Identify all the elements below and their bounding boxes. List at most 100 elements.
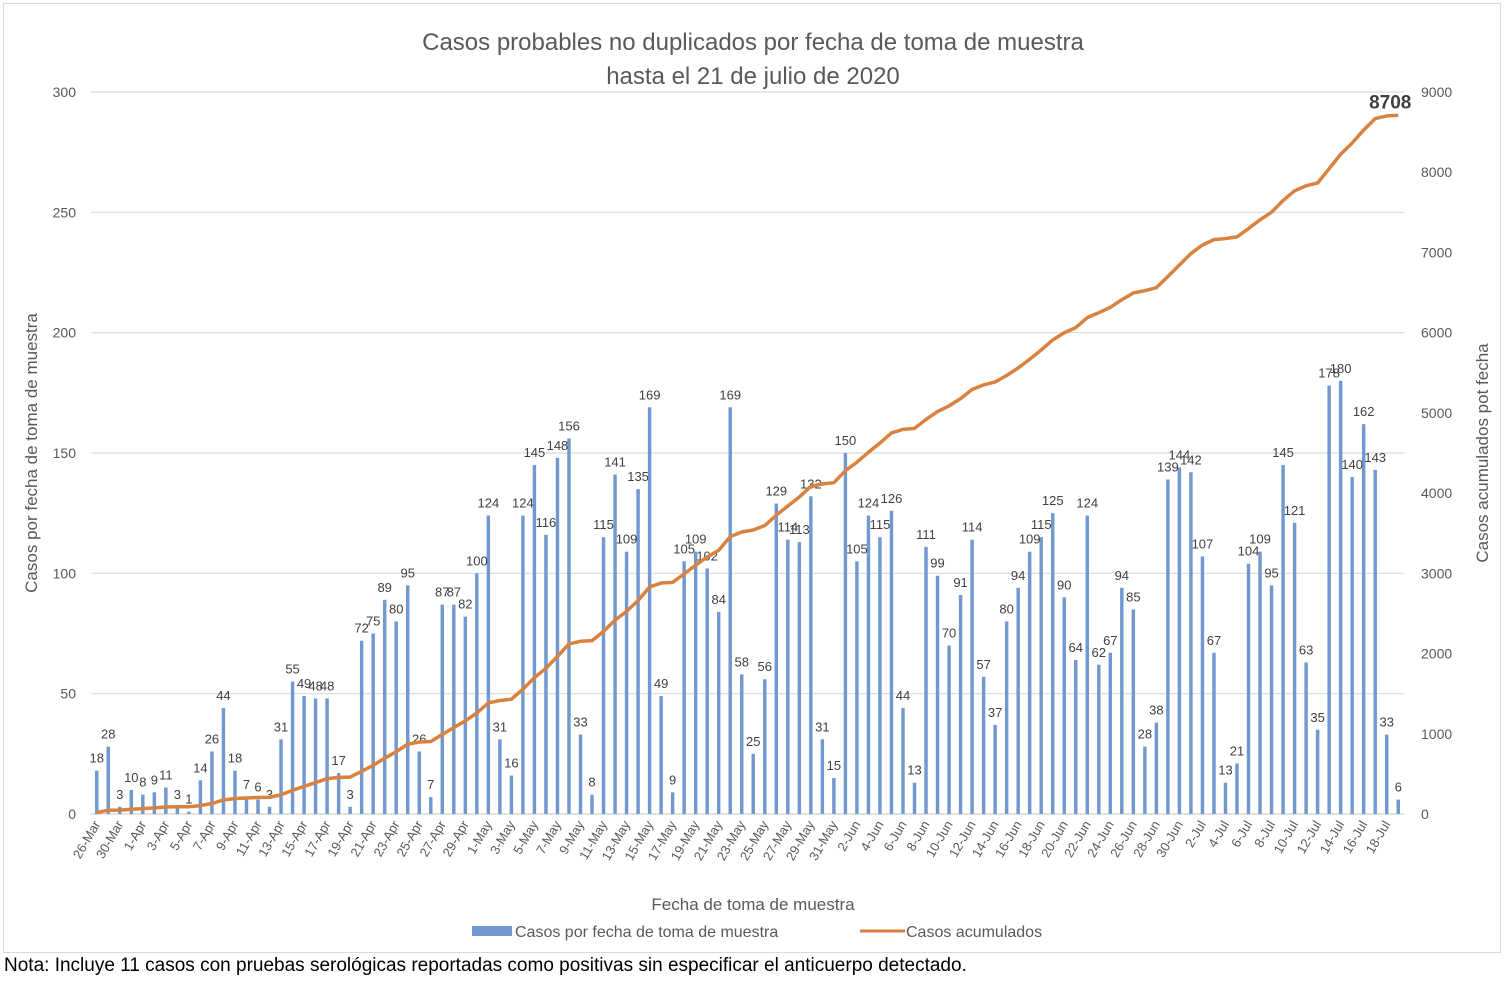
bar — [555, 457, 560, 814]
bar-data-label: 37 — [988, 705, 1002, 720]
bar-data-label: 70 — [942, 626, 956, 641]
bar-data-label: 162 — [1353, 404, 1375, 419]
bar-data-label: 28 — [101, 727, 115, 742]
bar — [1258, 551, 1262, 814]
bar-data-label: 87 — [447, 585, 461, 600]
bar-data-label: 94 — [1115, 568, 1129, 583]
bar-data-label: 132 — [800, 476, 822, 491]
bar-data-label: 18 — [228, 751, 242, 766]
bar-data-label: 3 — [266, 787, 273, 802]
bar — [878, 537, 882, 814]
bar — [716, 611, 721, 814]
bar — [244, 797, 249, 814]
bar-data-label: 139 — [1157, 459, 1179, 474]
bar — [95, 770, 99, 814]
bar-data-label: 141 — [604, 455, 626, 470]
bar — [1166, 479, 1170, 814]
bar — [1108, 652, 1113, 814]
bar-data-label: 80 — [999, 601, 1013, 616]
bar — [1327, 385, 1331, 814]
legend-label-line: Casos acumulados — [906, 924, 1042, 941]
right-y-tick-label: 9000 — [1421, 84, 1452, 100]
bar-data-label: 129 — [765, 484, 787, 499]
right-y-tick-label: 5000 — [1421, 405, 1452, 421]
bar — [843, 453, 848, 814]
bar-data-label: 169 — [639, 387, 661, 402]
x-tick-label: 2-Jul — [1182, 818, 1209, 850]
bar — [290, 681, 295, 814]
bar-data-label: 17 — [331, 753, 345, 768]
bar-data-label: 90 — [1057, 577, 1071, 592]
bar — [1120, 587, 1124, 814]
bar-data-label: 144 — [1169, 447, 1191, 462]
bar-data-label: 6 — [254, 780, 261, 795]
bar-data-label: 82 — [458, 597, 472, 612]
right-y-tick-label: 1000 — [1421, 726, 1452, 742]
bar — [1223, 782, 1228, 814]
bar — [429, 797, 433, 814]
bar — [855, 561, 859, 814]
bar — [382, 599, 387, 814]
right-y-tick-label: 4000 — [1421, 485, 1452, 501]
bar — [129, 789, 134, 814]
bar — [486, 515, 491, 814]
bar-data-label: 109 — [685, 532, 707, 547]
bar — [371, 633, 375, 814]
right-y-tick-label: 3000 — [1421, 565, 1452, 581]
left-y-tick-label: 150 — [53, 445, 77, 461]
x-axis-tick-labels: 26-Mar30-Mar1-Apr3-Apr5-Apr7-Apr9-Apr11-… — [70, 817, 1394, 863]
bar — [1143, 746, 1147, 814]
bar — [1212, 652, 1216, 814]
bar-data-label: 84 — [711, 592, 725, 607]
bar-data-label: 57 — [976, 657, 990, 672]
bar-data-label: 35 — [1310, 710, 1324, 725]
bar-data-label: 16 — [504, 755, 518, 770]
x-axis-title: Fecha de toma de muestra — [651, 895, 855, 914]
bar — [613, 474, 617, 814]
bar — [981, 676, 986, 814]
cumulative-line — [96, 113, 1399, 815]
right-y-tick-label: 7000 — [1421, 244, 1452, 260]
bar — [1269, 585, 1274, 814]
bar — [786, 539, 790, 814]
bar-data-label: 85 — [1126, 589, 1140, 604]
bar — [912, 782, 917, 814]
bar — [751, 753, 755, 814]
bar-data-label: 25 — [746, 734, 760, 749]
bar-data-label: 105 — [846, 541, 868, 556]
bar-data-label: 87 — [435, 585, 449, 600]
bar — [1361, 424, 1366, 814]
bar — [394, 621, 398, 814]
bar-data-label: 100 — [466, 553, 488, 568]
bar — [336, 773, 341, 814]
bar — [1315, 729, 1320, 814]
left-y-axis-title: Casos por fecha de toma de muestra — [22, 313, 41, 593]
bar — [221, 708, 226, 814]
bar — [935, 575, 940, 814]
bar-data-label: 150 — [835, 433, 857, 448]
bar — [1004, 621, 1009, 814]
right-y-tick-label: 0 — [1421, 806, 1429, 822]
bar — [820, 739, 825, 814]
bar — [1373, 469, 1377, 814]
bar — [578, 734, 583, 814]
bar — [1246, 563, 1251, 814]
bar-data-label: 115 — [870, 517, 891, 532]
bar — [1200, 556, 1205, 814]
bar — [279, 739, 283, 814]
right-y-tick-label: 6000 — [1421, 325, 1452, 341]
bar-data-label: 31 — [274, 719, 288, 734]
bar — [1131, 609, 1136, 814]
bar-data-label: 135 — [627, 469, 649, 484]
bar — [705, 568, 709, 814]
bar — [993, 724, 997, 814]
bar-data-label: 11 — [159, 768, 173, 783]
bar — [544, 534, 548, 814]
bar-data-label: 63 — [1299, 642, 1313, 657]
x-tick-label: 18-Jul — [1363, 818, 1394, 856]
bar-data-label: 67 — [1207, 633, 1221, 648]
bar-data-label: 55 — [285, 662, 299, 677]
bar — [498, 739, 502, 814]
bar-data-label: 44 — [216, 688, 230, 703]
